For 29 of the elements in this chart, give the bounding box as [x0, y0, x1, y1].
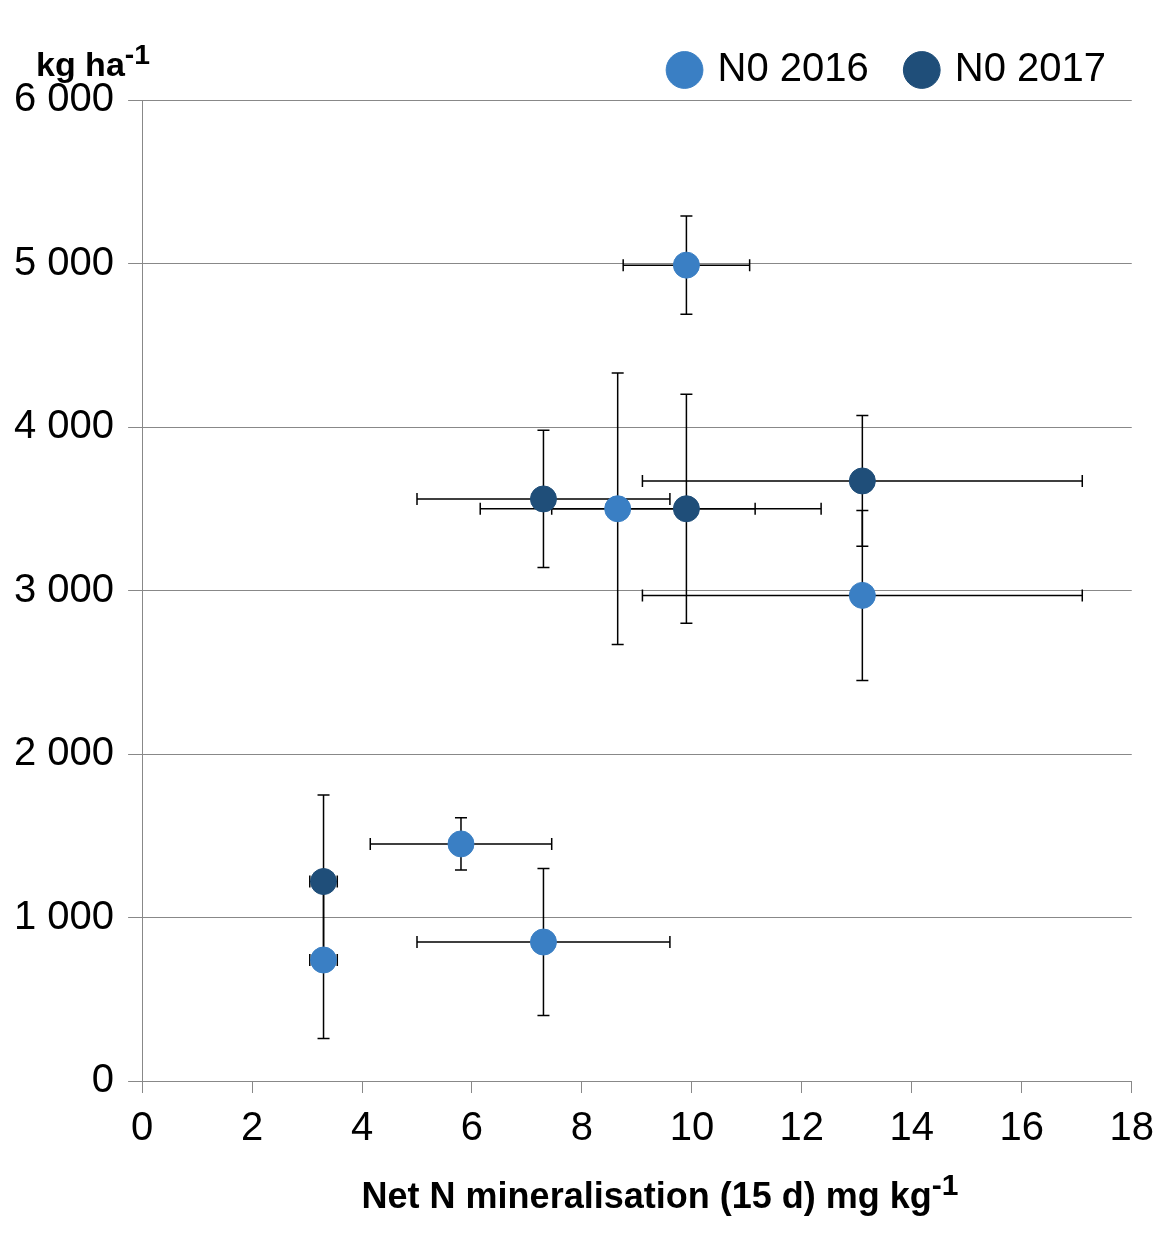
- point: [310, 946, 338, 974]
- point: [672, 251, 700, 279]
- point: [529, 485, 557, 513]
- y-tick-label: 1 000: [13, 892, 115, 937]
- legend-label: N0 2017: [954, 45, 1106, 90]
- x-tick-label: 4: [350, 1104, 374, 1149]
- y-tick-label: 2 000: [13, 729, 115, 774]
- point: [310, 868, 338, 896]
- x-tick-label: 6: [460, 1104, 484, 1149]
- x-tick-label: 16: [999, 1104, 1045, 1149]
- point: [604, 495, 632, 523]
- x-tick-label: 8: [570, 1104, 594, 1149]
- x-tick-label: 14: [889, 1104, 935, 1149]
- y-tick-label: 3 000: [13, 565, 115, 610]
- y-tick-label: 0: [91, 1056, 115, 1101]
- x-tick-label: 12: [779, 1104, 825, 1149]
- x-tick-label: 18: [1109, 1104, 1154, 1149]
- x-tick-label: 2: [240, 1104, 264, 1149]
- x-tick-label: 0: [130, 1104, 154, 1149]
- point: [848, 581, 876, 609]
- point: [848, 467, 876, 495]
- legend-label: N0 2016: [717, 45, 869, 90]
- y-tick-label: 5 000: [13, 238, 115, 283]
- y-tick-label: 4 000: [13, 402, 115, 447]
- x-tick-label: 10: [669, 1104, 715, 1149]
- x-axis-title: Net N mineralisation (15 d) mg kg$^{-1}$: [360, 1168, 960, 1217]
- point: [672, 495, 700, 523]
- point: [447, 830, 475, 858]
- point: [529, 928, 557, 956]
